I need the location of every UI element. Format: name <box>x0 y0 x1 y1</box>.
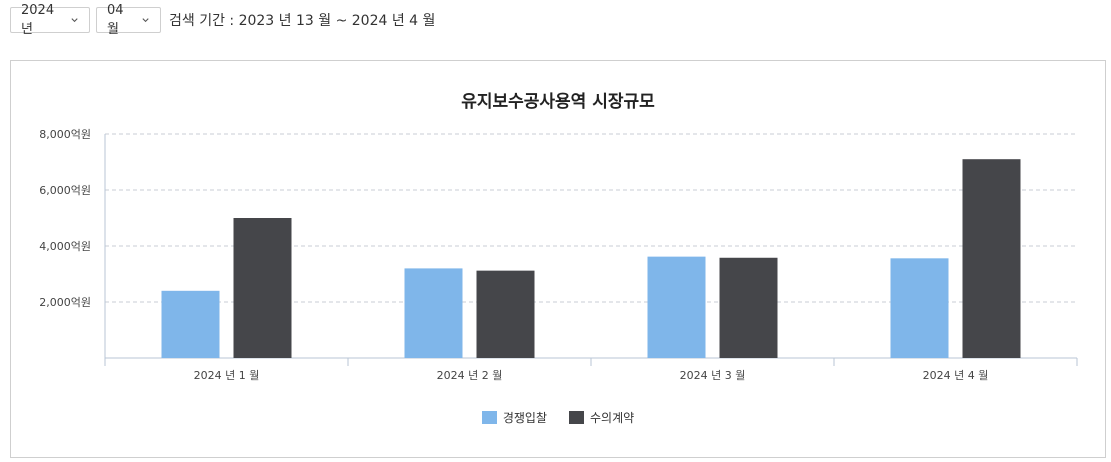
y-tick-label: 4,000억원 <box>39 240 91 253</box>
legend-item[interactable]: 경쟁입찰 <box>481 409 547 426</box>
bar-negotiated[interactable] <box>233 218 292 358</box>
filter-toolbar: 2024년 04월 검색 기간 : 2023 년 13 월 ~ 2024 년 4… <box>10 3 436 37</box>
chart-legend: 경쟁입찰 수의계약 <box>11 409 1105 426</box>
legend-label: 수의계약 <box>590 411 635 425</box>
y-tick-label: 2,000억원 <box>39 296 91 309</box>
chevron-down-icon <box>142 18 149 23</box>
x-tick-label: 2024 년 2 월 <box>437 369 503 382</box>
month-select-value: 04월 <box>107 3 124 37</box>
bar-negotiated[interactable] <box>476 270 535 358</box>
chart-panel: 유지보수공사용역 시장규모 2,000억원 4,000억원 6,000억원 8,000… <box>10 60 1106 458</box>
y-tick-label: 6,000억원 <box>39 184 91 197</box>
y-tick-label: 8,000억원 <box>39 128 91 141</box>
x-tick-label: 2024 년 4 월 <box>923 369 989 382</box>
x-tick-label: 2024 년 3 월 <box>680 369 746 382</box>
bar-competitive[interactable] <box>161 290 220 358</box>
month-select[interactable]: 04월 <box>96 3 161 37</box>
x-tick-label: 2024 년 1 월 <box>194 369 260 382</box>
search-period-text: 검색 기간 : 2023 년 13 월 ~ 2024 년 4 월 <box>169 13 436 29</box>
bar-chart: 2,000억원 4,000억원 6,000억원 8,000억원 2024 년 1 월 20… <box>39 128 1078 382</box>
bar-negotiated[interactable] <box>962 159 1021 358</box>
chevron-down-icon <box>71 18 78 23</box>
legend-swatch <box>481 411 497 424</box>
bar-competitive[interactable] <box>647 256 706 358</box>
bar-negotiated[interactable] <box>719 257 778 358</box>
chart-title: 유지보수공사용역 시장규모 <box>461 92 655 112</box>
year-select-value: 2024년 <box>21 3 55 37</box>
legend-label: 경쟁입찰 <box>502 411 547 425</box>
legend-swatch <box>569 411 584 424</box>
bar-competitive[interactable] <box>890 258 949 358</box>
bar-competitive[interactable] <box>404 268 463 358</box>
legend-item[interactable]: 수의계약 <box>569 409 634 426</box>
year-select[interactable]: 2024년 <box>10 3 90 37</box>
